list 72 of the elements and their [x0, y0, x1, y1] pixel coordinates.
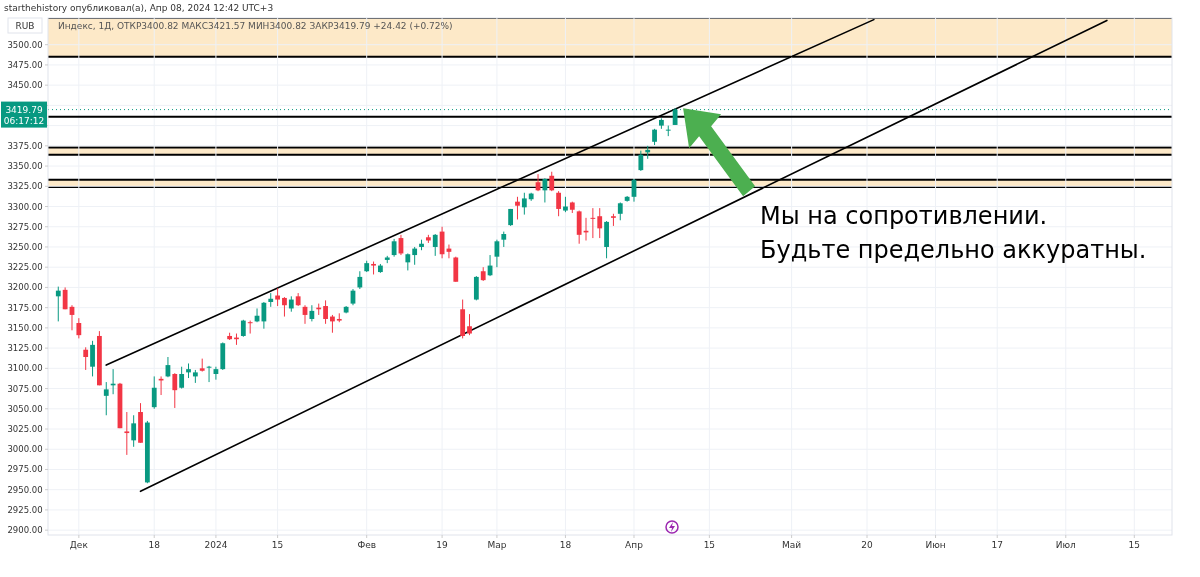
- candlestick: [247, 320, 253, 335]
- chart-title: Индекс, 1Д, ОТКР3400.82 МАКС3421.57 МИН3400.82 ЗАКР3419.79 +24.42 (+0.72%): [58, 21, 453, 31]
- x-tick-label: 18: [148, 540, 161, 550]
- y-tick-label: 3225.00: [7, 262, 43, 273]
- ref-line-label: 3419.79: [5, 104, 43, 115]
- y-tick-label: 3375.00: [7, 140, 43, 151]
- x-tick-label: 20: [861, 540, 874, 550]
- y-axis-title: RUB: [15, 21, 35, 31]
- x-tick-label: 19: [436, 540, 449, 550]
- text: starthehistory опубликовал(а), Апр 08, 2024 12:42 UTC+3: [4, 3, 274, 13]
- x-tick-label: 18: [559, 540, 572, 550]
- y-tick-label: 3475.00: [7, 59, 43, 70]
- x-tick-label: Фев: [357, 540, 376, 550]
- candlestick: [282, 296, 287, 318]
- candlestick: [556, 190, 561, 217]
- y-tick-label: 3175.00: [7, 302, 43, 313]
- candlestick: [309, 304, 315, 322]
- y-tick-label: 2925.00: [7, 504, 43, 515]
- candlestick: [172, 372, 178, 409]
- y-tick-label: 3325.00: [7, 181, 43, 192]
- candlestick: [515, 196, 520, 220]
- x-tick-label: 15: [1128, 540, 1141, 550]
- x-tick-label: Апр: [625, 540, 644, 550]
- x-tick-label: Июл: [1055, 540, 1076, 550]
- x-tick-label: 17: [991, 540, 1003, 550]
- text: 06:17:12: [3, 115, 45, 126]
- candlestick: [590, 207, 596, 239]
- annotation: Мы на сопротивлении. Будьте предельно аккуратны.: [760, 202, 1147, 264]
- y-tick-label: 3125.00: [7, 343, 43, 354]
- x-tick-label: 15: [271, 540, 284, 550]
- candlestick: [103, 381, 109, 416]
- y-tick-label: 3350.00: [7, 161, 43, 172]
- y-tick-label: 2900.00: [7, 525, 43, 536]
- y-tick-label: 3025.00: [7, 424, 43, 435]
- x-tick-label: 2024: [204, 540, 228, 550]
- y-tick-label: 3150.00: [7, 322, 43, 333]
- y-tick-label: 3275.00: [7, 221, 43, 232]
- y-tick-label: 3300.00: [7, 201, 43, 212]
- candlestick: [179, 366, 185, 390]
- y-tick-label: 2950.00: [7, 484, 43, 495]
- candlestick: [76, 317, 82, 339]
- candlestick: [576, 210, 582, 245]
- candlestick: [124, 411, 130, 456]
- candlestick: [542, 177, 548, 203]
- y-tick-label: 3000.00: [7, 444, 43, 455]
- y-tick-label: 3450.00: [7, 80, 43, 91]
- y-tick-label: 3050.00: [7, 403, 43, 414]
- candlestick: [55, 286, 61, 322]
- y-tick-label: 3100.00: [7, 363, 43, 374]
- candlestick: [521, 192, 527, 216]
- y-tick-label: 2975.00: [7, 464, 43, 475]
- x-tick-label: Мар: [487, 540, 507, 550]
- x-tick-label: Май: [782, 540, 802, 550]
- candlestick: [323, 299, 328, 325]
- candlestick: [83, 346, 89, 371]
- x-tick-label: Июн: [925, 540, 946, 550]
- candlestick: [131, 414, 137, 448]
- candlestick: [261, 301, 267, 330]
- candlestick: [151, 375, 157, 410]
- x-tick-label: 15: [703, 540, 716, 550]
- y-tick-label: 3200.00: [7, 282, 43, 293]
- candlestick: [90, 340, 95, 377]
- candlestick: [473, 275, 479, 301]
- x-tick-label: Дек: [69, 540, 89, 550]
- candlestick: [432, 233, 438, 257]
- candlestick: [549, 171, 555, 192]
- candlestick: [467, 313, 472, 336]
- y-tick-label: 3500.00: [7, 39, 43, 50]
- y-tick-label: 3075.00: [7, 383, 43, 394]
- y-tick-label: 3250.00: [7, 241, 43, 252]
- candlestick: [638, 150, 644, 172]
- candlestick: [597, 207, 603, 239]
